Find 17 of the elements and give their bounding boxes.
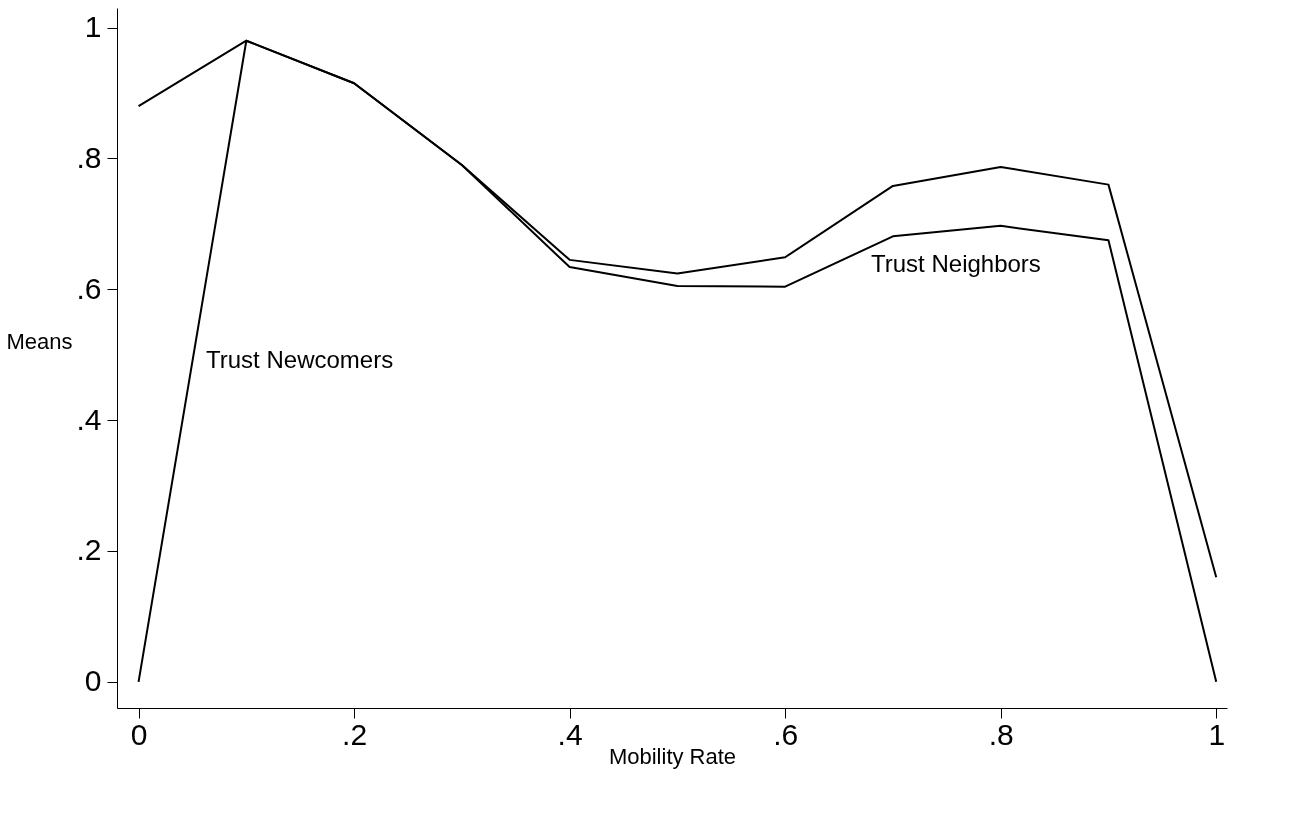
- annotation: Trust Newcomers: [206, 346, 394, 373]
- annotation: Trust Neighbors: [871, 250, 1041, 277]
- line-series: [137, 39, 1218, 683]
- x-tick-label: 0: [130, 717, 148, 751]
- x-tick-label: .4: [557, 717, 583, 751]
- x-tick-label: .2: [342, 717, 368, 751]
- y-tick-label: .4: [76, 402, 102, 436]
- x-tick-label: .8: [988, 717, 1014, 751]
- y-tick-label: 0: [84, 664, 102, 698]
- x-tick-label: 1: [1208, 717, 1226, 751]
- y-tick-label: 1: [84, 10, 102, 44]
- y-axis-title: Means: [6, 328, 73, 354]
- y-tick-label: .2: [76, 533, 102, 567]
- y-tick-label: .6: [76, 271, 102, 305]
- x-tick-label: .6: [773, 717, 799, 751]
- x-axis-title: Mobility Rate: [608, 743, 737, 769]
- y-tick-label: .8: [76, 140, 102, 174]
